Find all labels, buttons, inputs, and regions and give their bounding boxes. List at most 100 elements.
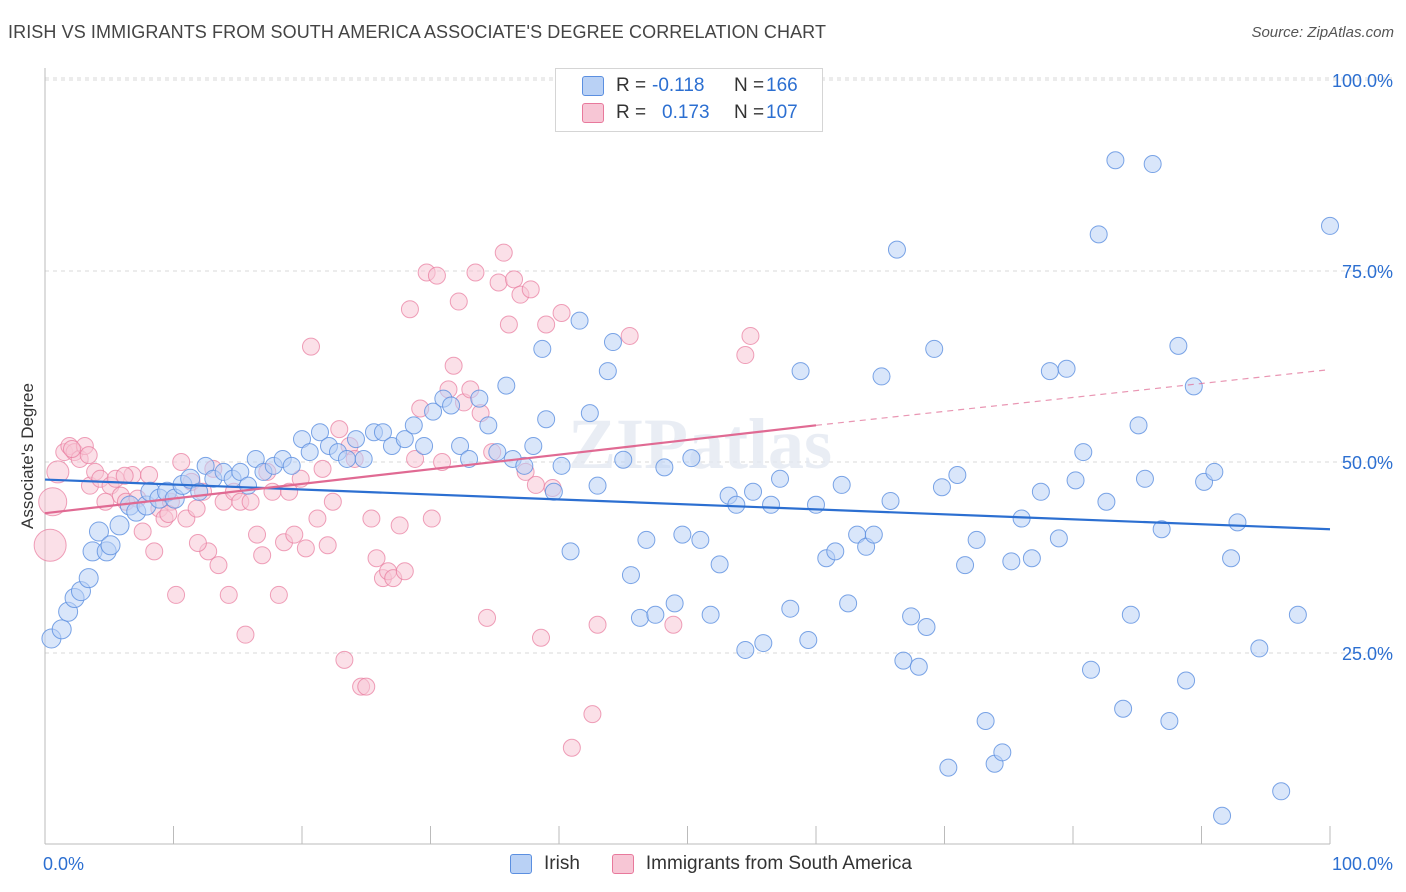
immigrants-trend-extension xyxy=(815,368,1331,426)
legend-item-irish[interactable]: Irish xyxy=(510,853,580,875)
irish-point xyxy=(864,525,883,544)
immigrants-point xyxy=(280,482,299,501)
n-label: N = xyxy=(734,102,765,123)
irish-point xyxy=(451,436,470,455)
irish-point xyxy=(1222,549,1241,568)
irish-point xyxy=(598,362,617,381)
immigrants-point xyxy=(526,475,545,494)
immigrants-point xyxy=(301,337,320,356)
irish-point xyxy=(1031,482,1050,501)
irish-point xyxy=(754,634,773,653)
immigrants-point xyxy=(505,270,524,289)
irish-point xyxy=(1040,362,1059,381)
irish-point xyxy=(100,535,121,556)
n-value: 107 xyxy=(766,102,798,123)
immigrants-point xyxy=(478,608,497,627)
immigrants-point xyxy=(323,492,342,511)
irish-point xyxy=(614,450,633,469)
irish-point xyxy=(832,475,851,494)
irish-point xyxy=(88,521,109,542)
irish-point xyxy=(1074,443,1093,462)
irish-point xyxy=(282,456,301,475)
immigrants-point xyxy=(433,453,452,471)
irish-point xyxy=(424,402,443,421)
immigrants-point xyxy=(253,546,272,565)
irish-point xyxy=(570,311,589,330)
immigrants-swatch xyxy=(611,854,634,874)
irish-point xyxy=(460,449,479,468)
immigrants-point xyxy=(62,440,81,459)
irish-point xyxy=(665,594,684,613)
irish-point xyxy=(373,423,392,442)
immigrants-point xyxy=(269,585,288,604)
irish-point xyxy=(561,542,580,561)
x-tick-label-left: 0.0% xyxy=(43,854,84,874)
irish-point xyxy=(395,430,414,449)
irish-point xyxy=(1129,416,1148,435)
legend-item-immigrants[interactable]: Immigrants from South America xyxy=(611,853,912,875)
irish-point xyxy=(967,530,986,549)
immigrants-point xyxy=(489,273,508,292)
irish-point xyxy=(346,430,365,449)
irish-point xyxy=(791,362,810,381)
immigrants-point xyxy=(362,509,381,528)
irish-point xyxy=(479,416,498,435)
series-legend: Irish Immigrants from South America xyxy=(510,851,944,877)
legend-label-immigrants: Immigrants from South America xyxy=(645,853,912,874)
immigrants-point xyxy=(187,499,206,518)
irish-swatch xyxy=(582,76,604,96)
irish-point xyxy=(839,594,858,613)
immigrants-point xyxy=(167,585,186,604)
immigrants-trend-line xyxy=(44,424,817,515)
irish-point xyxy=(621,566,640,585)
irish-point xyxy=(415,436,434,455)
irish-point xyxy=(887,240,906,259)
irish-point xyxy=(537,410,556,429)
n-label: N = xyxy=(734,75,765,96)
irish-point xyxy=(1205,462,1224,481)
irish-point xyxy=(909,657,928,676)
irish-point xyxy=(902,607,921,626)
irish-point xyxy=(646,605,665,624)
irish-point xyxy=(544,482,563,501)
y-tick-label: 25.0% xyxy=(1342,644,1393,664)
immigrants-point xyxy=(308,509,327,528)
irish-point xyxy=(1106,151,1125,170)
irish-point xyxy=(781,599,800,618)
irish-point xyxy=(939,758,958,777)
immigrants-point xyxy=(494,243,513,262)
irish-point xyxy=(691,530,710,549)
irish-point xyxy=(826,542,845,561)
irish-point xyxy=(807,495,825,514)
immigrants-point xyxy=(335,650,354,669)
irish-point xyxy=(1057,359,1076,378)
immigrants-point xyxy=(466,263,485,282)
irish-point xyxy=(603,333,622,352)
source-label: Source: ZipAtlas.com xyxy=(1251,24,1394,41)
irish-point xyxy=(993,743,1012,762)
immigrants-point xyxy=(400,300,419,319)
irish-point xyxy=(1228,513,1247,532)
irish-point xyxy=(1049,529,1068,548)
immigrants-point xyxy=(296,539,315,558)
legend-row-irish: R = -0.118 N = 166 xyxy=(582,74,798,98)
irish-point xyxy=(710,555,729,574)
immigrants-point xyxy=(318,536,337,555)
irish-point xyxy=(881,491,900,510)
irish-points xyxy=(41,151,1339,825)
immigrants-point xyxy=(532,628,551,647)
irish-point xyxy=(1213,806,1232,825)
irish-point xyxy=(580,404,599,423)
irish-point xyxy=(588,476,607,495)
irish-point xyxy=(515,456,534,475)
irish-point xyxy=(524,436,543,455)
immigrants-swatch xyxy=(582,103,604,123)
irish-point xyxy=(533,339,552,358)
irish-point xyxy=(1002,552,1021,571)
irish-point xyxy=(736,640,755,659)
irish-point xyxy=(470,389,489,408)
irish-point xyxy=(337,449,356,468)
irish-point xyxy=(1114,699,1133,718)
irish-point xyxy=(1272,782,1291,801)
irish-point xyxy=(1288,605,1307,624)
